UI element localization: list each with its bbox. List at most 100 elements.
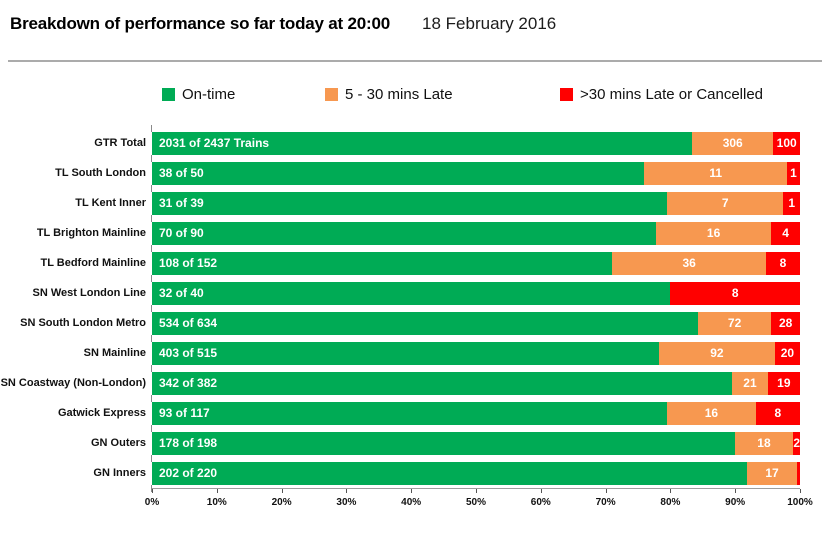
legend-item-late: 5 - 30 mins Late [325, 86, 560, 103]
legend-label: 5 - 30 mins Late [345, 85, 453, 103]
legend-item-cancelled: >30 mins Late or Cancelled [560, 86, 763, 103]
bar-value-label: 2 [793, 436, 801, 450]
bar-value-label: 534 of 634 [159, 316, 218, 330]
category-label: SN West London Line [32, 287, 146, 299]
on-time-segment: 2031 of 2437 Trains [152, 131, 693, 155]
late-segment: 16 [656, 221, 772, 245]
cancelled-segment: 8 [755, 401, 800, 425]
bar-value-label: 93 of 117 [159, 406, 210, 420]
bar-value-label: 2031 of 2437 Trains [159, 136, 270, 150]
bar-value-label: 21 [743, 376, 757, 390]
bar-value-label: 108 of 152 [159, 256, 218, 270]
y-axis-tick [151, 185, 152, 192]
bar-value-label: 7 [721, 196, 729, 210]
bar-value-label: 72 [727, 316, 742, 330]
cancelled-segment: 1 [787, 161, 800, 185]
on-time-segment: 342 of 382 [152, 371, 733, 395]
x-axis-label: 10% [206, 497, 227, 508]
y-axis-tick [151, 125, 152, 132]
bar-value-label: 28 [778, 316, 793, 330]
category-label: TL South London [55, 167, 146, 179]
x-axis-label: 90% [725, 497, 746, 508]
bar-track: 403 of 515 92 20 [152, 341, 800, 365]
x-axis-tick [670, 489, 672, 493]
header-divider [8, 60, 822, 62]
late-segment: 7 [667, 191, 784, 215]
bar-track: 32 of 40 8 [152, 281, 800, 305]
chart-row: SN South London Metro 534 of 634 72 28 [0, 308, 800, 338]
report-header: Breakdown of performance so far today at… [0, 0, 830, 34]
x-axis-tick [540, 489, 542, 493]
on-time-segment: 38 of 50 [152, 161, 645, 185]
category-label: TL Brighton Mainline [36, 227, 146, 239]
cancelled-segment: 100 [773, 131, 800, 155]
on-time-segment: 202 of 220 [152, 461, 747, 485]
category-label: Gatwick Express [57, 407, 146, 419]
bar-track: 108 of 152 36 8 [152, 251, 800, 275]
bar-track: 70 of 90 16 4 [152, 221, 800, 245]
on-time-segment: 32 of 40 [152, 281, 671, 305]
x-axis-label: 30% [336, 497, 357, 508]
bar-track: 202 of 220 17 [152, 461, 800, 485]
category-label: SN Mainline [83, 347, 146, 359]
bar-value-label: 4 [782, 226, 789, 240]
late-segment: 306 [692, 131, 774, 155]
legend-label: On-time [182, 85, 236, 103]
chart-rows: GTR Total 2031 of 2437 Trains 306 100 TL Sou… [0, 128, 800, 488]
late-segment: 72 [697, 311, 772, 335]
bar-value-label: 8 [731, 286, 739, 300]
x-axis-label: 100% [787, 497, 813, 508]
x-axis-label: 0% [144, 497, 160, 508]
legend-item-on-time: On-time [162, 86, 325, 103]
bar-value-label: 19 [777, 376, 791, 390]
bar-track: 2031 of 2437 Trains 306 100 [152, 131, 800, 155]
bar-value-label: 92 [710, 346, 724, 360]
on-time-segment: 70 of 90 [152, 221, 656, 245]
cancelled-segment: 19 [767, 371, 800, 395]
chart-row: TL Brighton Mainline 70 of 90 16 4 [0, 218, 800, 248]
chart-row: TL South London 38 of 50 11 1 [0, 158, 800, 188]
cancelled-segment: 2 [793, 431, 801, 455]
x-axis-label: 60% [530, 497, 551, 508]
x-axis-tick [800, 489, 801, 493]
bar-value-label: 16 [704, 406, 719, 420]
on-time-segment: 178 of 198 [152, 431, 735, 455]
cancelled-swatch-icon [560, 87, 573, 101]
chart-row: TL Kent Inner 31 of 39 7 1 [0, 188, 800, 218]
bar-value-label: 202 of 220 [159, 466, 218, 480]
bar-value-label: 1 [790, 166, 797, 180]
y-axis-tick [151, 365, 152, 372]
y-axis-tick [151, 425, 152, 432]
cancelled-segment: 20 [774, 341, 800, 365]
y-axis-tick [151, 305, 152, 312]
x-axis-tick [216, 489, 218, 493]
y-axis-tick [151, 395, 152, 402]
on-time-segment: 403 of 515 [152, 341, 660, 365]
late-segment: 11 [644, 161, 788, 185]
chart-row: SN Coastway (Non-London) 342 of 382 21 19 [0, 368, 800, 398]
late-segment: 17 [746, 461, 798, 485]
bar-track: 342 of 382 21 19 [152, 371, 800, 395]
x-axis-label: 80% [660, 497, 681, 508]
legend-label: >30 mins Late or Cancelled [580, 85, 764, 103]
x-axis: 0% 10% 20% 30% 40% 50% 60% 70% 80% 90% 100% [145, 488, 813, 519]
category-label: GTR Total [94, 137, 146, 149]
chart-row: GTR Total 2031 of 2437 Trains 306 100 [0, 128, 800, 158]
x-axis-tick [281, 489, 283, 493]
cancelled-segment: 8 [765, 251, 800, 275]
y-axis-tick [151, 335, 152, 342]
y-axis-tick [151, 155, 152, 162]
on-time-segment: 108 of 152 [152, 251, 613, 275]
y-axis-tick [151, 245, 152, 252]
bar-value-label: 36 [682, 256, 696, 270]
cancelled-segment: 28 [771, 311, 800, 335]
on-time-segment: 534 of 634 [152, 311, 698, 335]
x-axis-tick [411, 489, 413, 493]
bar-value-label: 11 [709, 166, 723, 180]
late-segment: 36 [612, 251, 766, 275]
cancelled-segment: 4 [771, 221, 800, 245]
x-axis-label: 50% [465, 497, 487, 508]
chart-row: Gatwick Express 93 of 117 16 8 [0, 398, 800, 428]
on-time-swatch-icon [162, 87, 175, 101]
bar-track: 178 of 198 18 2 [152, 431, 801, 455]
